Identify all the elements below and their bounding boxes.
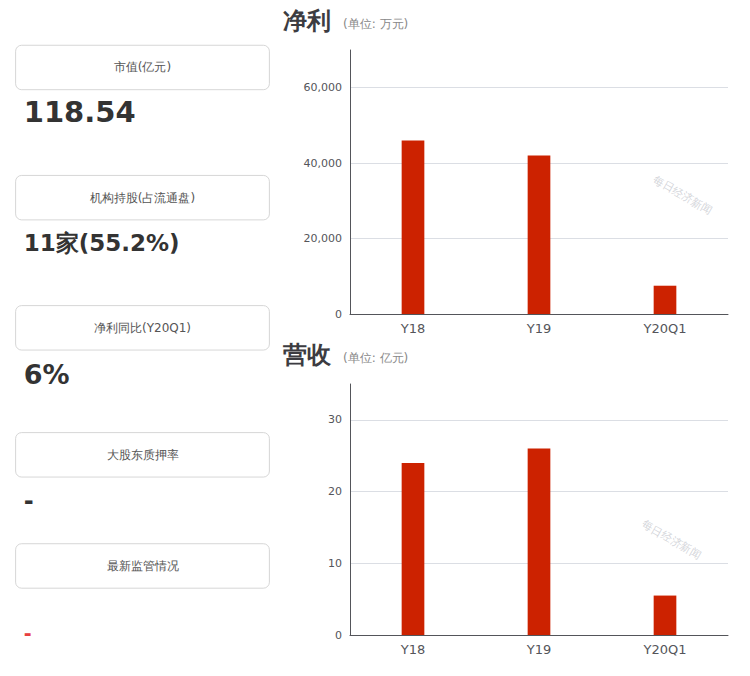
svg-text:0: 0 [335, 629, 342, 642]
svg-text:20,000: 20,000 [304, 232, 343, 245]
svg-text:-: - [24, 622, 32, 644]
svg-text:Y20Q1: Y20Q1 [643, 642, 687, 657]
svg-text:(单位: 亿元): (单位: 亿元) [343, 351, 408, 365]
svg-text:Y19: Y19 [526, 642, 551, 657]
svg-text:-: - [24, 487, 34, 515]
svg-text:Y18: Y18 [400, 642, 425, 657]
svg-text:118.54: 118.54 [24, 95, 136, 129]
svg-text:0: 0 [335, 308, 342, 321]
svg-text:10: 10 [328, 557, 342, 570]
svg-text:净利: 净利 [283, 7, 331, 35]
svg-text:大股东质押率: 大股东质押率 [107, 448, 179, 462]
svg-text:40,000: 40,000 [304, 157, 343, 170]
svg-text:市值(亿元): 市值(亿元) [114, 60, 171, 74]
svg-text:30: 30 [328, 413, 342, 426]
svg-text:20: 20 [328, 485, 342, 498]
svg-text:6%: 6% [24, 359, 70, 390]
svg-text:机构持股(占流通盘): 机构持股(占流通盘) [90, 191, 195, 205]
svg-text:60,000: 60,000 [304, 81, 343, 94]
svg-text:Y19: Y19 [526, 321, 551, 336]
svg-text:每日经济新闻: 每日经济新闻 [651, 173, 715, 217]
svg-text:11家(55.2%): 11家(55.2%) [24, 230, 180, 256]
svg-text:(单位: 万元): (单位: 万元) [343, 17, 408, 31]
svg-text:最新监管情况: 最新监管情况 [107, 559, 179, 573]
svg-text:净利同比(Y20Q1): 净利同比(Y20Q1) [94, 321, 191, 335]
svg-text:Y20Q1: Y20Q1 [643, 321, 687, 336]
svg-text:每日经济新闻: 每日经济新闻 [639, 517, 703, 561]
svg-text:营收: 营收 [282, 341, 332, 369]
svg-text:Y18: Y18 [400, 321, 425, 336]
